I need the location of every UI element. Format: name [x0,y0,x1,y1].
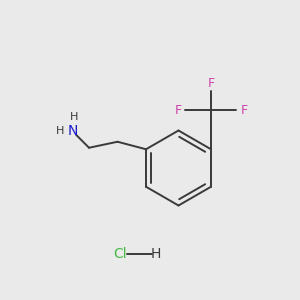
Text: F: F [240,104,247,117]
Text: H: H [151,247,161,260]
Text: Cl: Cl [113,247,127,260]
Text: F: F [174,104,182,117]
Text: H: H [56,126,64,136]
Text: H: H [70,112,78,122]
Text: F: F [207,77,214,90]
Text: N: N [67,124,78,138]
